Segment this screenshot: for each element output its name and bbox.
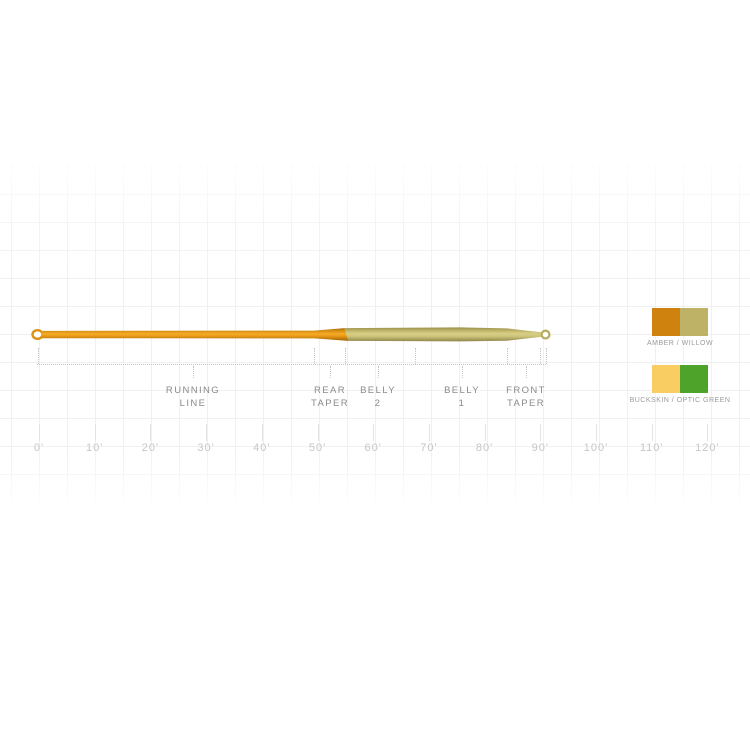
belly-segment: [344, 327, 541, 342]
ruler-tick-label: 10': [86, 442, 104, 454]
section-label-line1: RUNNING: [165, 385, 221, 396]
color-swatch-buckskin-optic-green: [652, 365, 708, 393]
label-tick-line: [526, 366, 527, 378]
ruler-tick: [651, 424, 653, 441]
section-label-line2: LINE: [179, 398, 207, 409]
swatch-color-left: [652, 308, 680, 336]
ruler-tick-label: 40': [253, 442, 271, 454]
ruler-tick-label: 110': [639, 442, 664, 454]
section-label-line2: 2: [374, 398, 382, 409]
ruler-tick: [484, 424, 486, 441]
ruler-tick: [94, 424, 96, 441]
ruler-tick: [596, 424, 597, 441]
section-label-line2: TAPER: [507, 398, 545, 409]
section-boundary-line: [314, 348, 315, 364]
ruler-tick-label: 80': [475, 442, 494, 454]
ruler-tick: [261, 424, 263, 441]
label-tick-line: [462, 366, 463, 378]
swatch-color-right: [680, 308, 708, 336]
section-boundary-line: [507, 348, 508, 364]
section-label-line1: FRONT: [506, 385, 546, 396]
label-tick-line: [193, 366, 194, 378]
swatch-label: AMBER / WILLOW: [646, 340, 714, 347]
ruler-tick: [540, 424, 542, 441]
ruler-tick-label: 0': [33, 442, 45, 454]
ruler-tick-label: 100': [583, 442, 609, 454]
section-label-line2: TAPER: [311, 398, 349, 409]
section-boundary-line: [545, 348, 547, 364]
section-boundary-line: [415, 348, 416, 364]
ruler-tick: [317, 424, 319, 441]
welded-loop-front: [540, 329, 551, 340]
label-tick-line: [378, 366, 379, 378]
section-label-line2: 1: [458, 398, 466, 409]
section-boundary-line: [38, 348, 39, 364]
ruler-tick-label: 90': [531, 442, 549, 454]
ruler-tick: [150, 424, 152, 441]
ruler-tick: [206, 424, 208, 441]
ruler-tick-label: 60': [364, 442, 382, 454]
dimension-baseline: [37, 364, 546, 365]
section-label-rear-taper: REAR TAPER: [311, 384, 349, 410]
swatch-label: BUCKSKIN / OPTIC GREEN: [629, 397, 731, 404]
ruler-tick-label: 120': [695, 442, 720, 454]
ruler-tick-label: 30': [197, 442, 215, 454]
running-line-segment: [41, 328, 349, 341]
section-label-line1: BELLY: [360, 385, 396, 396]
color-swatch-amber-willow: [652, 308, 708, 336]
section-label-front-taper: FRONT TAPER: [506, 384, 546, 410]
swatch-color-left: [652, 365, 680, 393]
section-label-running-line: RUNNING LINE: [166, 384, 220, 410]
ruler-tick: [39, 424, 40, 441]
section-boundary-line: [345, 348, 346, 364]
section-label-line1: REAR: [314, 385, 346, 396]
label-tick-line: [330, 366, 331, 378]
ruler-tick-label: 70': [420, 442, 438, 454]
swatch-color-right: [680, 365, 708, 393]
ruler-tick-label: 50': [308, 442, 327, 454]
section-boundary-line: [539, 348, 541, 364]
ruler-tick: [428, 424, 430, 441]
section-label-belly-1: BELLY 1: [444, 384, 480, 410]
section-label-line1: BELLY: [444, 385, 480, 396]
section-label-belly-2: BELLY 2: [360, 384, 396, 410]
ruler-tick-label: 20': [141, 442, 160, 454]
ruler-tick: [707, 424, 709, 441]
ruler-tick: [373, 424, 375, 441]
